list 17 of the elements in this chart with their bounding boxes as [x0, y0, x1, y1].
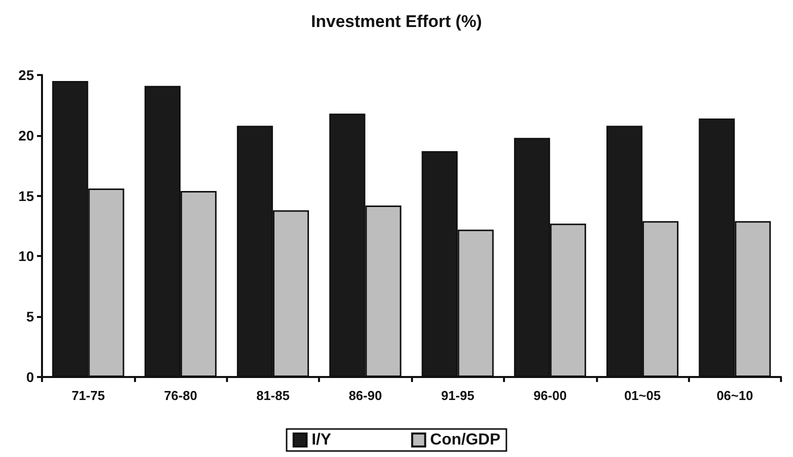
legend-label: Con/GDP: [430, 432, 501, 448]
y-tick-label: 25: [18, 67, 34, 83]
y-tick-label: 5: [26, 308, 34, 325]
y-tick-label: 15: [18, 188, 34, 204]
x-tick-label: 01~05: [624, 388, 661, 403]
legend-label: I/Y: [312, 432, 332, 448]
x-tick-label: 86-90: [348, 388, 382, 403]
x-tick-label: 71-75: [72, 388, 105, 403]
y-tick-label: 10: [18, 248, 34, 264]
x-tick-label: 96-00: [533, 388, 567, 403]
y-tick-label: 0: [26, 369, 34, 385]
x-tick-label: 76-80: [164, 388, 198, 403]
x-tick-label: 91-95: [441, 388, 474, 403]
chart-title: Investment Effort (%): [311, 12, 482, 31]
x-tick-label: 06~10: [716, 388, 754, 403]
x-tick-label: 81-85: [256, 388, 290, 403]
y-tick-label: 20: [18, 127, 34, 144]
